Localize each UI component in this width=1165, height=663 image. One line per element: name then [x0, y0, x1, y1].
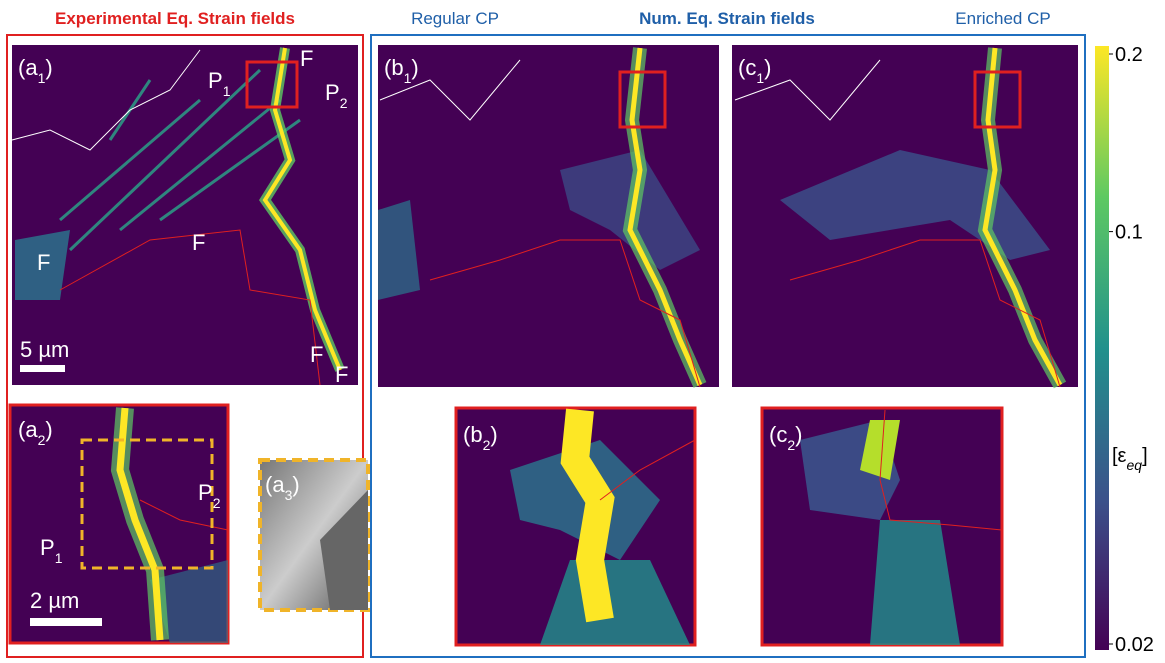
label-part: (b: [463, 422, 483, 447]
label-index: 1: [55, 550, 63, 566]
colorbar-tick-label: 0.02: [1115, 634, 1154, 656]
label-index: 2: [340, 95, 348, 111]
label-part: ): [45, 417, 52, 442]
label-index: 2: [213, 495, 221, 511]
label-index: 1: [223, 83, 231, 99]
colorbar-ticks: 0.2 0.1 0.02: [1109, 44, 1154, 656]
panel-b1: [378, 45, 719, 387]
label-part: (a: [265, 472, 285, 497]
label-part: ): [411, 55, 418, 80]
label-part: ): [764, 55, 771, 80]
label-part: P: [40, 535, 55, 560]
ferrite-label: F: [37, 250, 50, 275]
colorbar-label: [εeq]: [1112, 445, 1148, 473]
label-part: P: [325, 80, 340, 105]
label-index: 2: [787, 437, 795, 453]
title-experimental: Experimental Eq. Strain fields: [55, 9, 295, 28]
label-part: ): [795, 422, 802, 447]
label-part: P: [208, 68, 223, 93]
label-index: 2: [38, 432, 46, 448]
label-part: [ε: [1112, 445, 1127, 467]
label-part: ]: [1142, 445, 1148, 467]
colorbar: [1095, 46, 1109, 650]
scale-bar-label: 2 µm: [30, 588, 79, 613]
ferrite-label: F: [192, 230, 205, 255]
colorbar-tick-label: 0.1: [1115, 222, 1143, 244]
label-part: (b: [384, 55, 404, 80]
label-index: 1: [404, 70, 412, 86]
label-part: ): [292, 472, 299, 497]
label-index: eq: [1126, 457, 1142, 473]
label-part: (c: [738, 55, 756, 80]
figure: Experimental Eq. Strain fields Regular C…: [0, 0, 1165, 663]
ferrite-label: F: [335, 362, 348, 387]
ferrite-label: F: [310, 342, 323, 367]
label-part: ): [490, 422, 497, 447]
label-index: 3: [285, 487, 293, 503]
label-index: 1: [756, 70, 764, 86]
scale-bar-label: 5 µm: [20, 337, 69, 362]
panel-c1: [732, 45, 1078, 387]
label-part: ): [45, 55, 52, 80]
title-numerical: Num. Eq. Strain fields: [639, 9, 815, 28]
label-part: (a: [18, 417, 38, 442]
label-index: 2: [483, 437, 491, 453]
title-enriched: Enriched CP: [955, 9, 1050, 28]
panel-a1: [12, 45, 358, 385]
label-part: P: [198, 480, 213, 505]
title-regular: Regular CP: [411, 9, 499, 28]
label-part: (c: [769, 422, 787, 447]
label-index: 1: [38, 70, 46, 86]
label-part: (a: [18, 55, 38, 80]
colorbar-tick-label: 0.2: [1115, 44, 1143, 66]
ferrite-label: F: [300, 46, 313, 71]
